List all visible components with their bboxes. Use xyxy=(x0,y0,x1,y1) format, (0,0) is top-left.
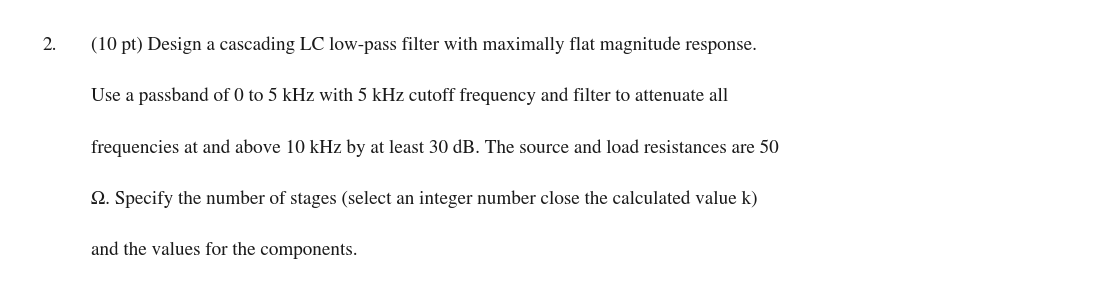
Text: (10 pt) Design a cascading LC low-pass filter with maximally flat magnitude resp: (10 pt) Design a cascading LC low-pass f… xyxy=(91,37,757,54)
Text: Ω. Specify the number of stages (select an integer number close the calculated v: Ω. Specify the number of stages (select … xyxy=(91,190,758,208)
Text: Use a passband of 0 to 5 kHz with 5 kHz cutoff frequency and filter to attenuate: Use a passband of 0 to 5 kHz with 5 kHz … xyxy=(91,88,728,106)
Text: and the values for the components.: and the values for the components. xyxy=(91,242,358,259)
Text: frequencies at and above 10 kHz by at least 30 dB. The source and load resistanc: frequencies at and above 10 kHz by at le… xyxy=(91,139,779,157)
Text: 2.: 2. xyxy=(42,37,57,54)
